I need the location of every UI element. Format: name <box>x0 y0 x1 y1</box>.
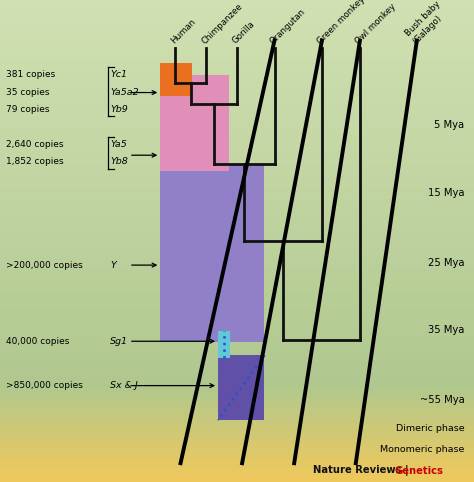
Text: Ya5: Ya5 <box>110 140 127 149</box>
Text: 40,000 copies: 40,000 copies <box>6 337 69 346</box>
Text: 5 Mya: 5 Mya <box>434 120 465 130</box>
Text: Chimpanzee: Chimpanzee <box>200 1 244 46</box>
Text: Green monkey: Green monkey <box>316 0 367 46</box>
Text: 35 Mya: 35 Mya <box>428 325 465 335</box>
Text: Bush baby
(Galago): Bush baby (Galago) <box>403 0 449 46</box>
Text: 35 copies: 35 copies <box>6 88 49 97</box>
Text: Monomeric phase: Monomeric phase <box>380 445 465 454</box>
Text: 2,640 copies: 2,640 copies <box>6 140 63 149</box>
Text: Nature Reviews |: Nature Reviews | <box>313 465 412 476</box>
Text: ~55 Mya: ~55 Mya <box>420 395 465 405</box>
Bar <box>160 63 192 96</box>
Text: 15 Mya: 15 Mya <box>428 188 465 198</box>
Text: Yb8: Yb8 <box>110 158 128 166</box>
Text: 381 copies: 381 copies <box>6 70 55 79</box>
Text: Yb9: Yb9 <box>110 106 128 114</box>
Text: >850,000 copies: >850,000 copies <box>6 381 82 390</box>
Text: Dimeric phase: Dimeric phase <box>396 425 465 433</box>
Text: 79 copies: 79 copies <box>6 106 49 114</box>
Text: 25 Mya: 25 Mya <box>428 258 465 268</box>
Bar <box>160 96 229 342</box>
Text: Gorilla: Gorilla <box>231 20 257 46</box>
Bar <box>218 355 264 420</box>
Text: >200,000 copies: >200,000 copies <box>6 261 82 269</box>
Bar <box>229 164 264 342</box>
Text: Ya5a2: Ya5a2 <box>110 88 138 97</box>
Bar <box>218 331 230 358</box>
Text: Yc1: Yc1 <box>110 70 127 79</box>
Text: Owl monkey: Owl monkey <box>354 2 398 46</box>
Text: Sg1: Sg1 <box>110 337 128 346</box>
Text: Sx & J: Sx & J <box>110 381 138 390</box>
Text: Orangutan: Orangutan <box>269 7 308 46</box>
Bar <box>160 75 229 171</box>
Text: 1,852 copies: 1,852 copies <box>6 158 64 166</box>
Text: Y: Y <box>110 261 116 269</box>
Text: Genetics: Genetics <box>394 466 443 476</box>
Text: Human: Human <box>169 17 197 46</box>
